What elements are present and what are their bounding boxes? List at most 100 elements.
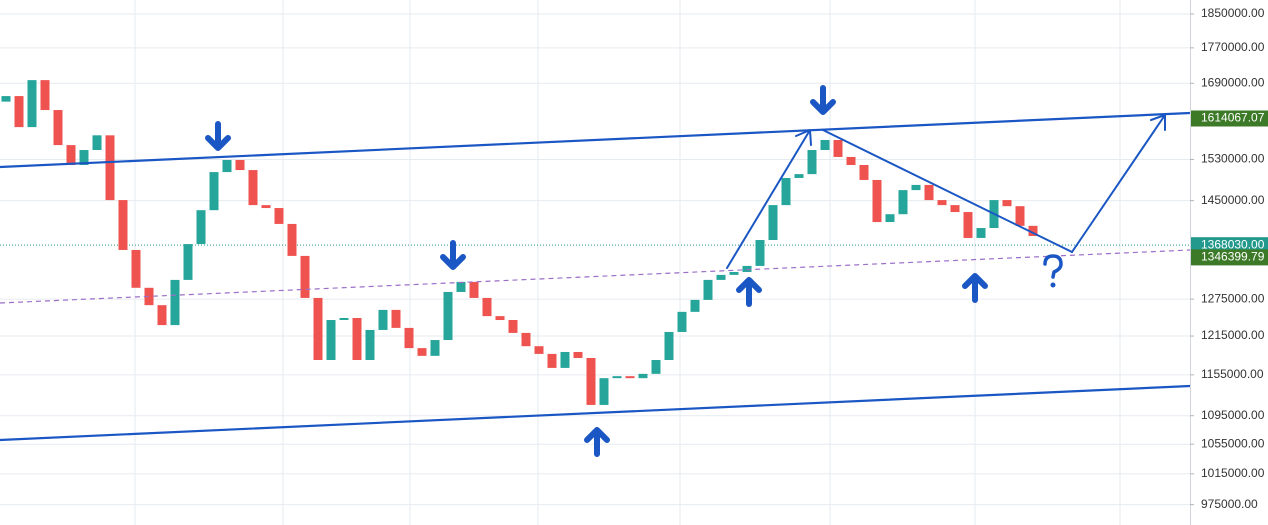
- candle-body: [898, 190, 908, 215]
- candle-body: [963, 212, 973, 238]
- candle-body: [1, 96, 11, 102]
- candle-body: [612, 376, 622, 379]
- candle-body: [482, 297, 492, 317]
- candle-body: [209, 172, 219, 211]
- candle-body: [664, 331, 674, 361]
- channel-top: [0, 111, 1192, 169]
- candle-body: [781, 177, 791, 206]
- candle-body: [352, 317, 362, 361]
- candle-body: [378, 309, 388, 330]
- candle-body: [287, 223, 297, 256]
- candle-body: [157, 305, 167, 326]
- candle-body: [599, 378, 609, 405]
- vertical-grid: [134, 0, 1121, 525]
- price-label-box: [1191, 110, 1268, 127]
- arrow-line: [1071, 114, 1166, 253]
- candle-body: [443, 291, 453, 341]
- price-label-box: [1191, 237, 1268, 254]
- candle-body: [144, 287, 154, 306]
- price-axis-labels: 1850000.00 1770000.00 1690000.00 1530000.00…: [1190, 6, 1268, 511]
- candle-body: [274, 208, 284, 224]
- y-tick-label: 1055000.00: [1201, 436, 1265, 450]
- candle-body: [508, 320, 518, 333]
- arrow-line: [726, 129, 812, 269]
- candle-body: [625, 376, 635, 379]
- down-arrow: [205, 121, 231, 151]
- candle-body: [560, 351, 570, 368]
- candle-body: [456, 281, 466, 292]
- candle-body: [755, 240, 765, 266]
- candle-body: [248, 170, 258, 206]
- y-tick-label: 1215000.00: [1201, 328, 1265, 342]
- candle-body: [300, 255, 310, 298]
- y-tick-label: 1850000.00: [1201, 6, 1265, 20]
- candle-body: [40, 80, 50, 111]
- candle-body: [1002, 200, 1012, 207]
- down-arrow: [440, 240, 466, 270]
- candle-body: [716, 274, 726, 280]
- candle-body: [859, 164, 869, 180]
- candle-body: [79, 150, 89, 165]
- candle-body: [196, 210, 206, 245]
- support-line: [0, 249, 1191, 304]
- down-arrow: [810, 85, 836, 115]
- candle-body: [885, 214, 895, 223]
- candle-body: [820, 139, 830, 151]
- candle-body: [521, 332, 531, 347]
- candle-body: [937, 200, 947, 206]
- up-arrow: [962, 273, 988, 303]
- candle-body: [872, 179, 882, 223]
- y-tick-label: 1770000.00: [1201, 40, 1265, 54]
- candle-body: [950, 205, 960, 213]
- candle-body: [807, 150, 817, 175]
- candle-body: [261, 205, 271, 209]
- candles: [1, 80, 1038, 405]
- candle-body: [183, 244, 193, 280]
- y-tick-label: 1155000.00: [1201, 367, 1264, 381]
- candle-body: [495, 316, 505, 321]
- drawings: [0, 85, 1192, 457]
- candle-body: [690, 299, 700, 312]
- price-label: 1614067.07: [1201, 111, 1265, 125]
- trend-line: [822, 129, 1073, 253]
- candle-body: [170, 279, 180, 326]
- candle-body: [833, 139, 843, 157]
- candle-body: [105, 135, 115, 201]
- candle-body: [911, 184, 921, 191]
- up-arrow: [584, 427, 610, 457]
- candle-body: [1015, 206, 1025, 226]
- candle-body: [14, 96, 24, 128]
- candle-body: [846, 156, 856, 165]
- candle-body: [222, 159, 232, 173]
- candle-body: [313, 297, 323, 361]
- candle-body: [391, 309, 401, 328]
- candle-body: [677, 311, 687, 332]
- candle-body: [430, 340, 440, 356]
- candle-body: [794, 174, 804, 178]
- candle-body: [976, 228, 986, 238]
- candle-body: [417, 348, 427, 356]
- candle-body: [703, 279, 713, 300]
- candle-body: [66, 145, 76, 165]
- candle-body: [118, 200, 128, 250]
- candle-body: [469, 281, 479, 298]
- candle-body: [586, 357, 596, 405]
- channel-bottom: [0, 384, 1192, 442]
- candle-body: [768, 205, 778, 241]
- price-label: 1346399.79: [1201, 250, 1265, 264]
- candle-body: [326, 320, 336, 361]
- candle-body: [924, 184, 934, 201]
- candle-body: [638, 373, 648, 379]
- up-arrow: [736, 277, 762, 307]
- y-tick-label: 1450000.00: [1201, 193, 1265, 207]
- candle-body: [573, 351, 583, 358]
- y-tick-label: 1690000.00: [1201, 75, 1265, 89]
- candle-body: [729, 271, 739, 275]
- candle-body: [651, 360, 661, 374]
- price-label: 1368030.00: [1201, 237, 1265, 251]
- candle-body: [339, 317, 349, 321]
- candle-body: [131, 249, 141, 288]
- y-tick-label: 1095000.00: [1201, 408, 1265, 422]
- candle-body: [1028, 225, 1038, 237]
